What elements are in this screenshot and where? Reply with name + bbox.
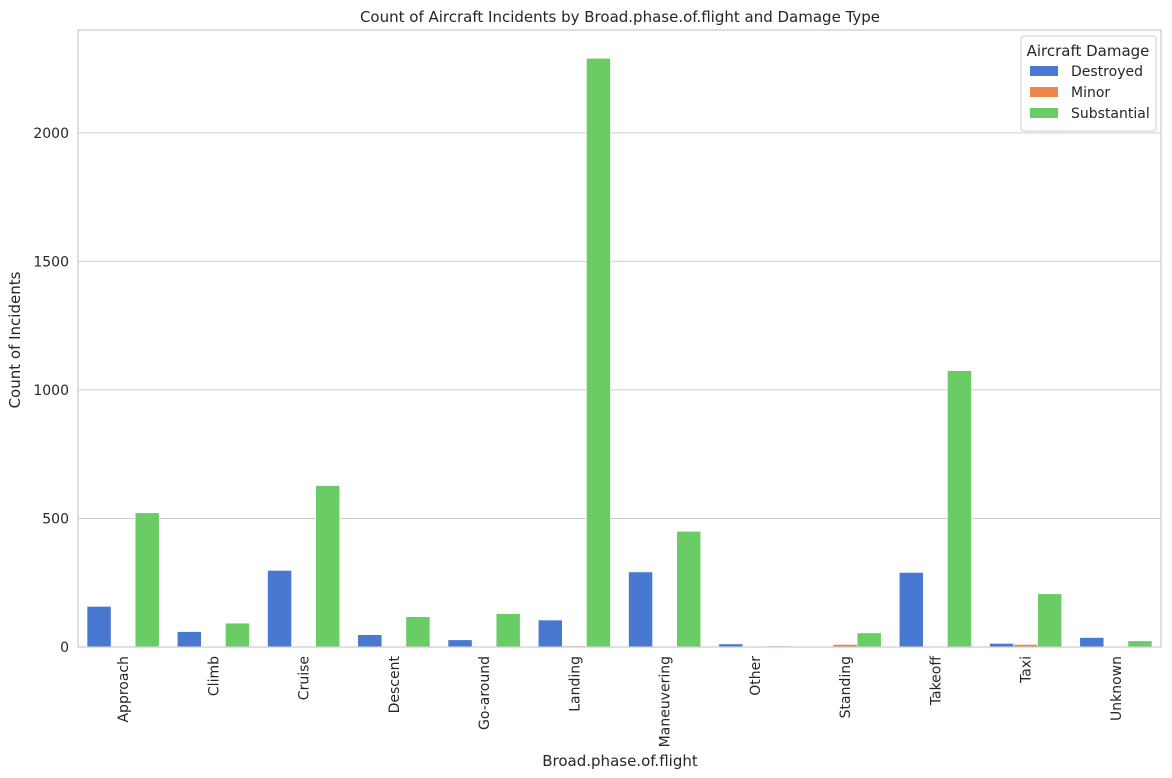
bar-destroyed-climb [176,631,202,648]
legend-swatch-destroyed [1030,66,1058,76]
bar-destroyed-cruise [267,570,292,648]
bar-substantial-climb [225,622,250,648]
x-tick-label: Landing [567,656,583,712]
x-axis-label: Broad.phase.of.flight [542,752,698,770]
legend-swatch-substantial [1030,108,1058,118]
y-tick-label: 1500 [33,254,69,270]
x-tick-labels: Approach Climb Cruise Descent Go-around Landi… [116,656,1125,748]
bar-substantial-landing [586,57,611,648]
bar-destroyed-descent [357,634,383,648]
bar-substantial-cruise [315,485,341,648]
legend-items: Destroyed Minor Substantial [1030,64,1150,122]
y-axis-label: Count of Incidents [6,271,24,408]
y-tick-label: 1000 [33,383,69,399]
y-tick-label: 0 [60,640,69,656]
x-tick-label: Climb [206,656,222,696]
x-tick-label: Standing [838,656,854,718]
legend-swatch-minor [1030,87,1058,97]
bar-destroyed-go-around [447,639,473,648]
bars-group [86,57,1153,648]
bar-destroyed-unknown [1079,637,1105,648]
x-tick-label: Approach [116,656,132,723]
bar-substantial-unknown [1127,640,1153,648]
grid-lines [78,132,1161,519]
plot-frame [77,29,1162,648]
y-tick-labels: 0 500 1000 1500 2000 [33,126,69,656]
bar-substantial-standing [856,632,882,648]
bar-destroyed-maneuvering [628,571,653,648]
legend-box [1020,35,1157,132]
x-tick-label: Taxi [1019,656,1035,684]
bar-destroyed-approach [86,606,112,648]
legend-label-destroyed: Destroyed [1071,64,1143,80]
legend-label-substantial: Substantial [1071,106,1150,122]
x-tick-label: Other [748,656,764,696]
bar-substantial-go-around [495,613,521,648]
bar-substantial-takeoff [947,370,972,648]
legend: Aircraft Damage Destroyed Minor Substantia… [1020,35,1157,132]
y-tick-label: 500 [42,511,69,527]
x-tick-label: Maneuvering [658,656,674,747]
x-tick-label: Takeoff [928,656,944,707]
bar-substantial-approach [134,512,160,648]
bar-substantial-taxi [1037,593,1063,648]
y-tick-label: 2000 [33,126,69,142]
x-tick-label: Descent [387,656,403,714]
bar-substantial-maneuvering [676,531,702,648]
x-tick-label: Go-around [477,656,493,730]
x-tick-label: Unknown [1109,656,1125,721]
chart-title: Count of Aircraft Incidents by Broad.pha… [360,8,880,26]
bar-substantial-descent [405,616,431,648]
bar-destroyed-landing [537,619,563,648]
legend-label-minor: Minor [1071,85,1110,101]
legend-title: Aircraft Damage [1027,42,1150,60]
bar-destroyed-takeoff [898,572,924,648]
x-tick-label: Cruise [297,656,313,700]
